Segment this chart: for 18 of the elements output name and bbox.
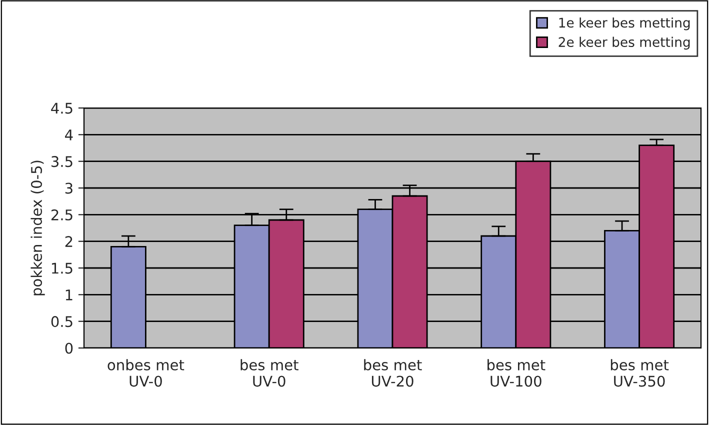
y-tick-label: 0.5 [51,316,72,328]
y-axis-title: pokken index (0-5) [30,160,45,296]
y-tick-label: 2 [65,236,72,247]
y-tick-label: 2.5 [51,209,72,220]
y-tick-label: 4.5 [51,102,72,114]
x-tick-label: bes met UV-350 [610,359,669,387]
x-tick-label: onbes met UV-0 [108,359,184,387]
x-tick-label: bes met UV-20 [364,359,422,387]
legend-label: 1e keer bes metting [559,17,690,30]
y-tick-label: 1 [66,290,72,300]
y-tick-label: 4 [65,130,73,140]
x-tick-label: bes met UV-0 [240,359,298,387]
y-tick-label: 3.5 [52,156,72,168]
x-tick-label: bes met UV-100 [488,359,546,387]
y-tick-label: 0 [65,342,73,354]
y-tick-label: 3 [65,182,72,194]
legend-label: 2e keer bes metting [558,36,690,50]
y-tick-label: 1.5 [52,262,72,274]
